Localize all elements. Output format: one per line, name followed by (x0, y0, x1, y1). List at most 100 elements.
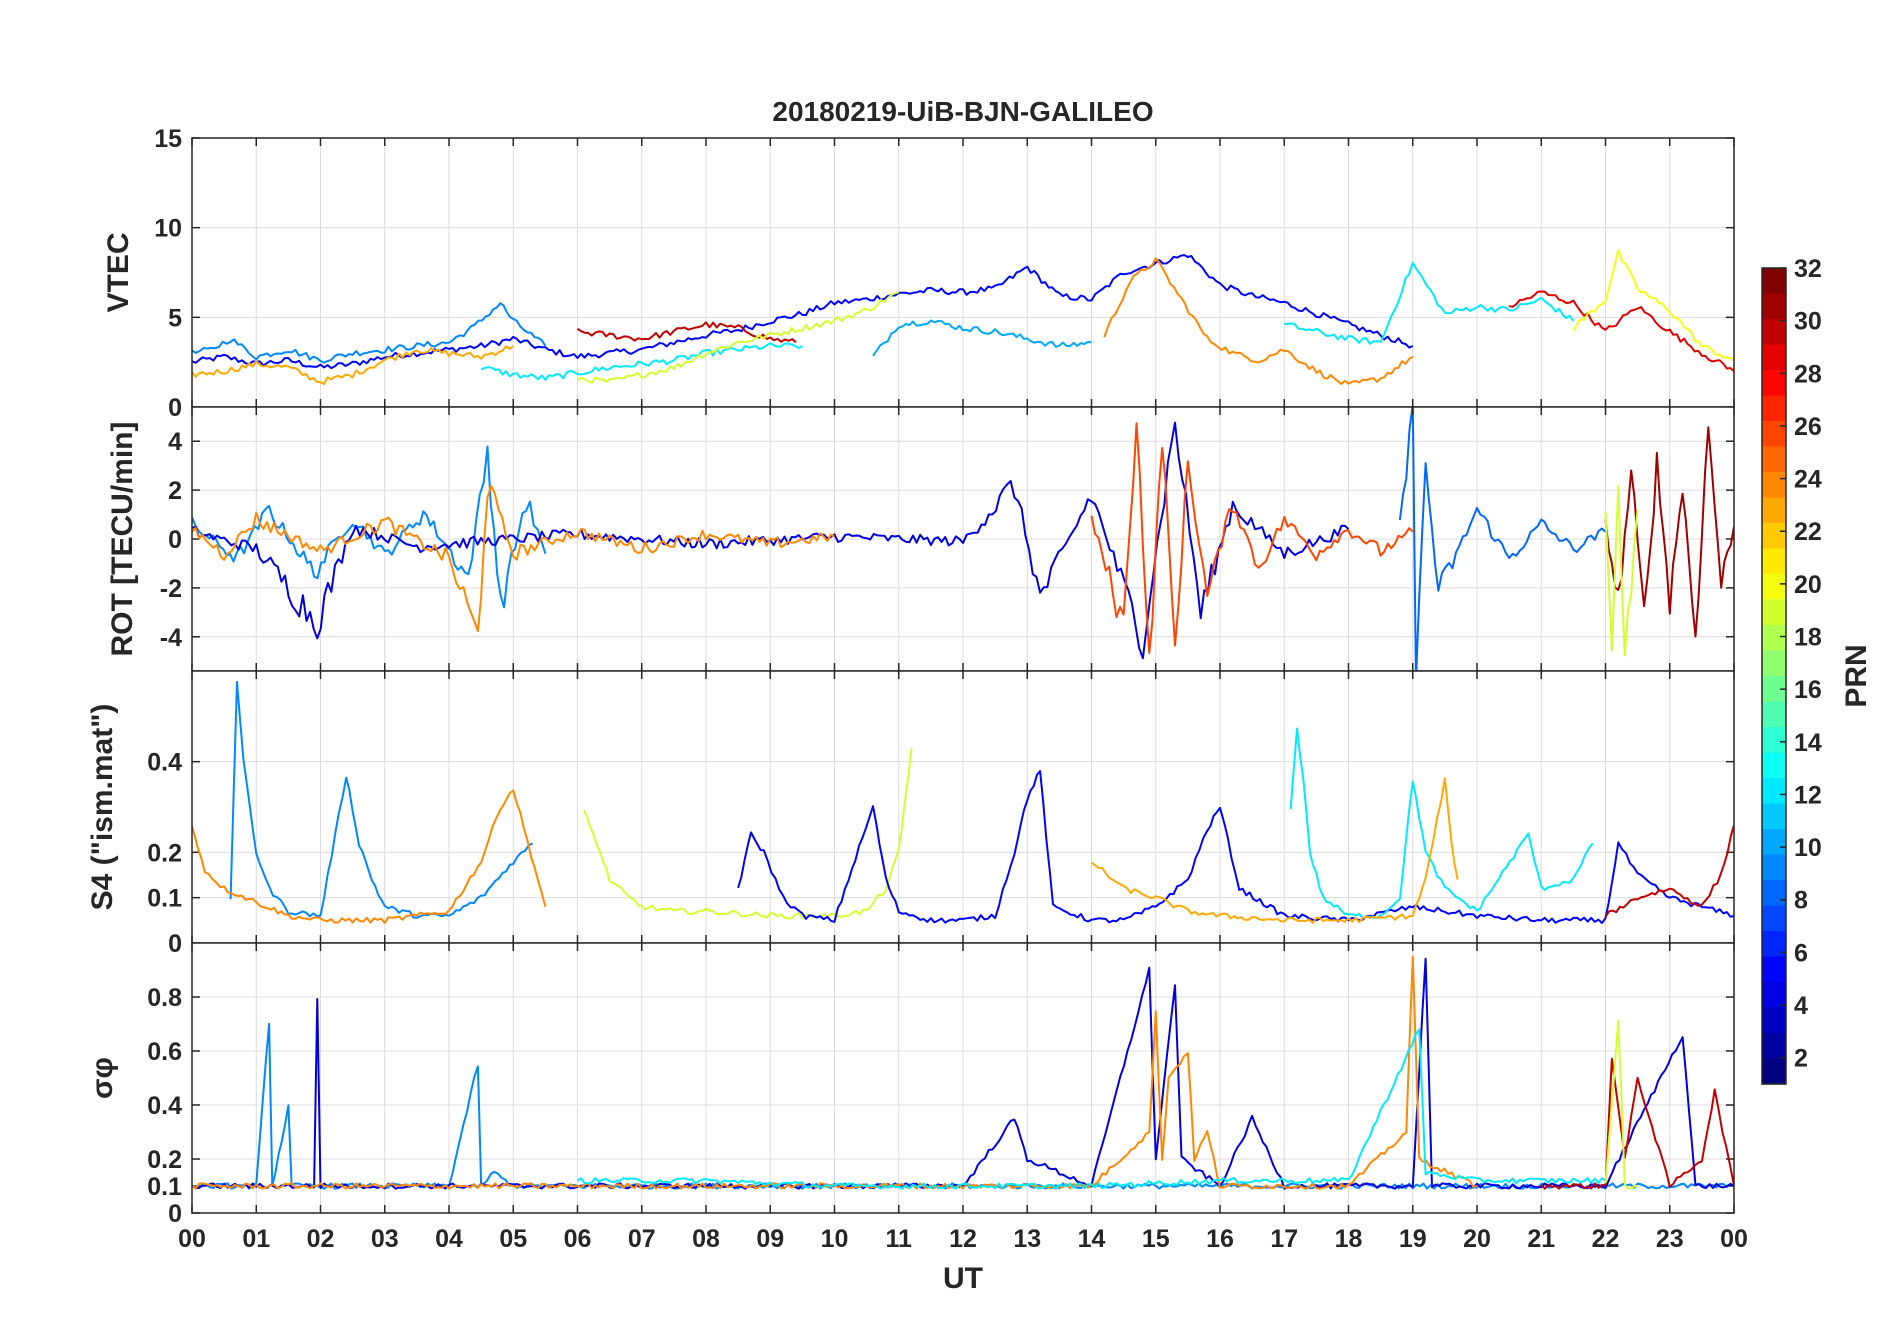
series-line-prn-23 (192, 345, 514, 385)
y-tick-label: 0 (168, 394, 182, 422)
vtec-panel: 0 5 10 15 VTEC (102, 125, 1735, 422)
series-line-prn-24 (192, 789, 547, 924)
y-tick-label: -2 (160, 575, 182, 603)
colorbar-cell (1762, 778, 1786, 805)
colorbar-cell (1762, 625, 1786, 652)
colorbar-cell (1762, 854, 1786, 881)
colorbar-cell (1762, 880, 1786, 907)
series-line-prn-26 (1090, 422, 1414, 654)
colorbar-tick-label: 24 (1794, 466, 1822, 494)
series-line-prn-24 (192, 955, 1478, 1190)
series-line-prn-20 (1572, 249, 1734, 362)
y-tick-label: 2 (168, 477, 182, 505)
series-line-prn-19 (1604, 484, 1639, 657)
x-tick-label: 07 (628, 1225, 656, 1253)
series-line-prn-9 (229, 680, 534, 919)
x-axis-tick-labels: 00 01 02 03 04 05 06 07 08 09 10 11 12 13 14 15 16 17 18 19… (178, 1225, 1748, 1253)
x-tick-label: 15 (1142, 1225, 1170, 1253)
y-tick-label: 15 (154, 125, 182, 153)
x-tick-label: 10 (821, 1225, 849, 1253)
s4-panel: 0 0.1 0.2 0.4 S4 ("ism.mat") (86, 670, 1735, 958)
x-tick-label: 11 (886, 1225, 913, 1253)
series-line-prn-12 (576, 1028, 1607, 1190)
colorbar-cell (1762, 370, 1786, 397)
colorbar-tick-label: 26 (1794, 413, 1822, 441)
series-line-prn-30 (1604, 824, 1734, 918)
series-group (192, 955, 1734, 1190)
colorbar-cell (1762, 1058, 1786, 1085)
y-tick-label: 0.8 (147, 984, 182, 1012)
series-line-prn-12 (1284, 261, 1575, 345)
y-tick-label: 10 (154, 215, 182, 243)
y-axis-label: S4 ("ism.mat") (86, 704, 119, 911)
colorbar-cell (1762, 293, 1786, 320)
y-tick-label: 0.1 (147, 1173, 182, 1201)
y-tick-labels: 00.10.2 0.4 0.6 0.8 (147, 984, 182, 1228)
series-line-prn-30 (1540, 1057, 1734, 1190)
x-tick-label: 08 (692, 1225, 720, 1253)
colorbar-cell (1762, 752, 1786, 779)
sigma-phi-panel: 00.10.2 0.4 0.6 0.8 σφ (86, 942, 1735, 1228)
colorbar-tick-label: 2 (1794, 1045, 1808, 1073)
colorbar-cell (1762, 523, 1786, 550)
x-tick-label: 05 (499, 1225, 527, 1253)
series-line-prn-30 (576, 321, 797, 344)
x-tick-label: 00 (178, 1225, 206, 1253)
colorbar-cell (1762, 319, 1786, 346)
y-tick-label: 0.4 (147, 1092, 182, 1120)
series-line-prn-19 (1604, 1019, 1638, 1190)
series-line-prn-9 (192, 302, 547, 364)
colorbar-cell (1762, 421, 1786, 448)
y-tick-label: 0 (168, 526, 182, 554)
x-tick-label: 22 (1592, 1225, 1620, 1253)
x-tick-label: 21 (1527, 1225, 1555, 1253)
colorbar-cell (1762, 727, 1786, 754)
series-line-prn-19 (582, 747, 913, 920)
colorbar-tick-label: 14 (1794, 729, 1822, 757)
series-line-prn-5 (192, 254, 1414, 370)
series-line-prn-9 (192, 445, 547, 609)
x-tick-label: 06 (564, 1225, 592, 1253)
colorbar-tick-label: 8 (1794, 887, 1808, 915)
series-line-prn-23 (1090, 777, 1459, 924)
colorbar-cell (1762, 574, 1786, 601)
series-line-prn-24 (192, 485, 835, 633)
colorbar-cell (1762, 829, 1786, 856)
colorbar-frame (1761, 267, 1787, 1085)
y-axis-label: σφ (86, 1057, 119, 1099)
x-tick-label: 16 (1206, 1225, 1234, 1253)
y-tick-labels: -4 -2 0 2 4 (160, 428, 182, 652)
colorbar-cell (1762, 395, 1786, 422)
x-tick-label: 18 (1335, 1225, 1363, 1253)
y-tick-label: -4 (160, 624, 182, 652)
colorbar-cell (1762, 701, 1786, 728)
colorbar-tick-label: 12 (1794, 781, 1822, 809)
x-tick-label: 01 (242, 1225, 270, 1253)
colorbar-tick-label: 4 (1794, 992, 1808, 1020)
colorbar-cell (1762, 905, 1786, 932)
y-tick-label: 4 (168, 428, 182, 456)
x-tick-label: 20 (1463, 1225, 1491, 1253)
x-tick-label: 03 (371, 1225, 399, 1253)
colorbar-cell (1762, 344, 1786, 371)
x-tick-label: 02 (307, 1225, 335, 1253)
colorbar-cell (1762, 931, 1786, 958)
colorbar-cell (1762, 599, 1786, 626)
x-tick-label: 09 (756, 1225, 784, 1253)
colorbar-tick-label: 6 (1794, 939, 1808, 967)
series-group (192, 249, 1734, 385)
colorbar-cell (1762, 1033, 1786, 1060)
colorbar-tick-label: 32 (1794, 255, 1822, 283)
vertical-gridlines (191, 138, 1735, 407)
y-tick-label: 0.2 (147, 839, 182, 867)
colorbar-tick-label: 30 (1794, 308, 1822, 336)
y-tick-label: 0.1 (147, 885, 182, 913)
colorbar-tick-label: 28 (1794, 360, 1822, 388)
x-tick-label: 13 (1013, 1225, 1041, 1253)
colorbar-cell (1762, 956, 1786, 983)
y-tick-labels: 0 5 10 15 (154, 125, 182, 422)
series-line-prn-24 (1103, 257, 1414, 385)
y-axis-label: ROT [TECU/min] (106, 422, 139, 657)
series-line-prn-29 (1508, 290, 1734, 372)
